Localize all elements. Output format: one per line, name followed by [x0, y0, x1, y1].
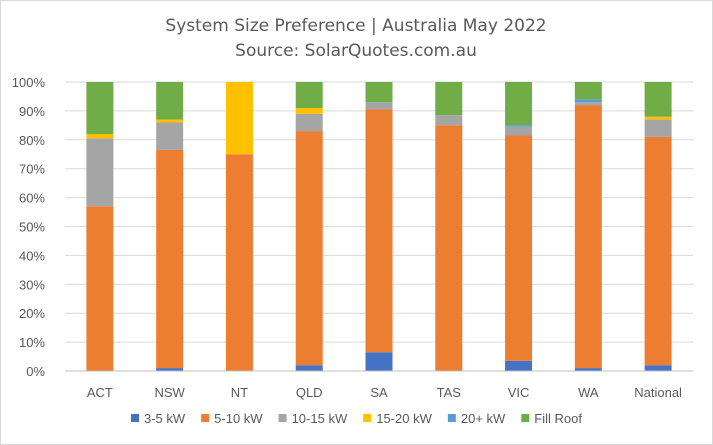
legend-label: 15-20 kW	[376, 411, 432, 426]
bar-segment	[156, 368, 184, 371]
y-tick-label: 60%	[19, 191, 45, 206]
legend-label: Fill Roof	[534, 411, 582, 426]
legend-label: 3-5 kW	[144, 411, 186, 426]
x-tick-label: TAS	[437, 385, 462, 400]
chart-title: System Size Preference | Australia May 2…	[165, 16, 546, 36]
x-tick-label: SA	[370, 385, 388, 400]
bar-segment	[225, 154, 253, 371]
bar-segment	[644, 119, 672, 137]
bar-segment	[295, 113, 323, 132]
x-tick-label: VIC	[508, 385, 530, 400]
legend-label: 5-10 kW	[214, 411, 263, 426]
y-tick-label: 90%	[19, 104, 45, 119]
bars	[86, 82, 672, 371]
legend-label: 10-15 kW	[292, 411, 348, 426]
y-tick-label: 40%	[19, 248, 45, 263]
bar-segment	[574, 99, 602, 103]
x-tick-label: QLD	[296, 385, 323, 400]
bar-segment	[505, 360, 533, 371]
bar-segment	[505, 126, 533, 136]
bar-segment	[295, 131, 323, 366]
y-tick-label: 10%	[19, 335, 45, 350]
y-tick-label: 70%	[19, 162, 45, 177]
bar-segment	[574, 82, 602, 100]
bar-segment	[435, 115, 463, 126]
x-tick-label: NSW	[154, 385, 185, 400]
x-tick-label: ACT	[87, 385, 113, 400]
y-axis-ticks: 0% 10% 20% 30% 40% 50% 60% 70% 80% 90% 100%	[12, 75, 46, 379]
y-tick-label: 100%	[12, 75, 46, 90]
bar-segment	[644, 136, 672, 366]
bar-segment	[435, 125, 463, 371]
legend-swatch	[131, 414, 140, 422]
x-tick-label: National	[634, 385, 682, 400]
bar-segment	[86, 82, 114, 135]
legend: 3-5 kW 5-10 kW 10-15 kW 15-20 kW 20+ kW Fill …	[131, 411, 582, 426]
bar-segment	[574, 102, 602, 106]
y-tick-label: 50%	[19, 220, 45, 235]
x-tick-label: NT	[231, 385, 248, 400]
bar-segment	[505, 125, 533, 127]
bar-segment	[365, 352, 393, 371]
x-axis-ticks: ACT NSW NT QLD SA TAS VIC WA National	[87, 385, 682, 400]
chart-subtitle: Source: SolarQuotes.com.au	[235, 41, 477, 61]
bar-segment	[574, 368, 602, 371]
bar-segment	[86, 206, 114, 371]
bar-segment	[156, 149, 184, 369]
bar-segment	[644, 116, 672, 120]
bar-segment	[156, 122, 184, 150]
legend-swatch	[278, 414, 287, 422]
bar-segment	[505, 82, 533, 126]
bar-segment	[295, 365, 323, 371]
bar-segment	[295, 82, 323, 109]
bar-segment	[435, 82, 463, 116]
bar-segment	[644, 365, 672, 371]
y-tick-label: 30%	[19, 277, 45, 292]
bar-segment	[644, 82, 672, 117]
bar-segment	[86, 138, 114, 207]
legend-swatch	[201, 414, 210, 422]
legend-swatch	[521, 414, 530, 422]
bar-segment	[295, 108, 323, 114]
bar-segment	[86, 134, 114, 139]
bar-segment	[225, 82, 253, 155]
bar-segment	[365, 82, 393, 103]
legend-label: 20+ kW	[461, 411, 506, 426]
bar-segment	[574, 105, 602, 369]
legend-swatch	[447, 414, 456, 422]
bar-segment	[365, 109, 393, 353]
x-tick-label: WA	[578, 385, 599, 400]
legend-swatch	[363, 414, 372, 422]
y-tick-label: 20%	[19, 306, 45, 321]
y-tick-label: 80%	[19, 133, 45, 148]
bar-segment	[505, 135, 533, 361]
bar-segment	[156, 82, 184, 120]
bar-segment	[156, 119, 184, 123]
bar-segment	[365, 102, 393, 110]
y-tick-label: 0%	[26, 364, 45, 379]
